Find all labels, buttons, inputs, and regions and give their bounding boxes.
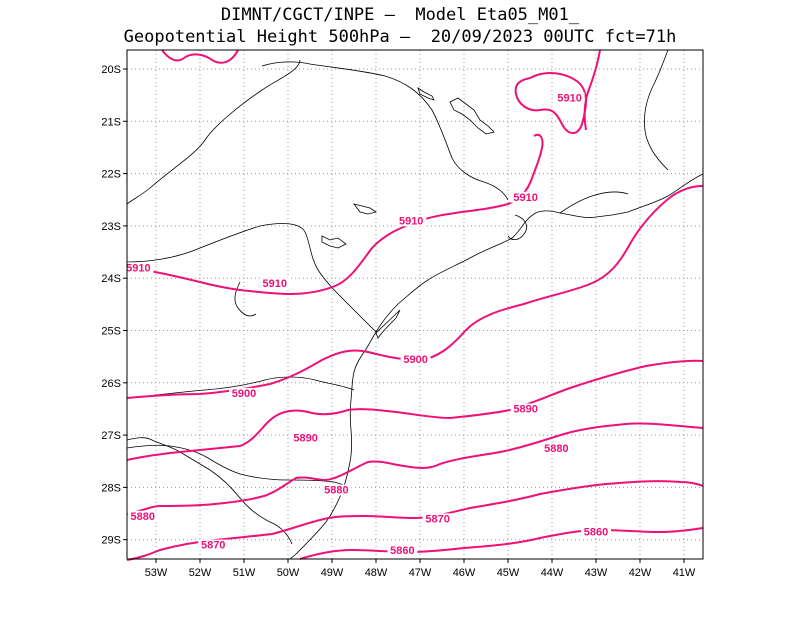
lon-label: 51W <box>233 567 256 579</box>
contour-5910-closed <box>514 72 587 134</box>
contour-5910-north <box>583 49 601 131</box>
coastline <box>289 173 704 560</box>
contour-label-bg <box>198 539 229 551</box>
lon-label: 47W <box>409 567 432 579</box>
contour-label-bg <box>422 513 453 525</box>
contour-5880 <box>126 422 704 515</box>
contour-label-bg <box>400 353 431 365</box>
contour-label: 5910 <box>513 192 537 204</box>
lon-label: 49W <box>321 567 344 579</box>
contour-label: 5860 <box>584 526 608 538</box>
reservoir-1 <box>449 97 495 135</box>
lon-label: 44W <box>541 567 564 579</box>
state-border-rj <box>559 191 629 214</box>
lat-label: 24S <box>101 273 121 285</box>
chart-title-line1: DIMNT/CGCT/INPE – Model Eta05_M01_ <box>220 5 580 25</box>
contour-label-bg <box>321 484 352 496</box>
lat-label: 22S <box>101 169 121 181</box>
contour-label: 5910 <box>263 278 287 290</box>
reservoir-2 <box>321 235 347 249</box>
contour-label-bg <box>127 510 158 522</box>
contour-label: 5910 <box>126 262 150 274</box>
contour-label: 5910 <box>557 92 581 104</box>
lon-label: 45W <box>497 567 520 579</box>
contour-label-bg <box>554 92 585 104</box>
contour-label: 5870 <box>425 513 449 525</box>
contour-5890 <box>126 359 704 461</box>
reservoir-4 <box>417 87 435 101</box>
contour-label: 5890 <box>513 404 537 416</box>
country-border-argentina <box>126 437 293 545</box>
plot-area <box>127 50 703 559</box>
state-border-mg-north <box>261 61 509 201</box>
lon-label: 50W <box>277 567 300 579</box>
contour-5910-main <box>126 133 544 296</box>
lon-label: 52W <box>189 567 212 579</box>
state-border-sp-mg <box>126 59 301 205</box>
coastline-and-borders <box>126 49 704 560</box>
lat-label: 21S <box>101 116 121 128</box>
reservoir-3 <box>353 203 377 215</box>
contour-label: 5880 <box>544 443 568 455</box>
contour-label: 5890 <box>293 432 317 444</box>
contour-label-bg <box>387 544 418 556</box>
state-border-sc-rs <box>126 444 349 489</box>
mountain-region-outline <box>507 214 527 240</box>
state-border-pr-sc <box>126 376 355 399</box>
lon-label: 48W <box>365 567 388 579</box>
contour-label-bg <box>510 191 541 203</box>
lon-label: 43W <box>585 567 608 579</box>
lat-label: 20S <box>101 64 121 76</box>
lon-label: 46W <box>453 567 476 579</box>
lat-label: 28S <box>101 482 121 494</box>
longitude-labels: 53W 52W 51W 50W 49W 48W 47W 46W 45W 44W 43W 42W 41W <box>145 559 696 579</box>
chart-title-line2: Geopotential Height 500hPa – 20/09/2023 … <box>123 27 677 47</box>
contour-label-bg <box>123 262 154 274</box>
lon-label: 53W <box>145 567 168 579</box>
contour-labels: 5910 5910 5910 5910 5910 5900 5900 5890 5890 5880… <box>123 92 611 557</box>
contour-label-bg <box>541 442 572 454</box>
contour-label: 5880 <box>131 511 155 523</box>
contour-5910-nw <box>161 49 239 64</box>
graticule <box>127 50 703 559</box>
contour-label-bg <box>510 403 541 415</box>
state-border-mg-es <box>644 49 669 171</box>
contour-label-bg <box>396 215 427 227</box>
contour-label-bg <box>259 278 290 290</box>
lat-label: 25S <box>101 326 121 338</box>
contour-label: 5860 <box>390 545 414 557</box>
contour-label: 5900 <box>232 388 256 400</box>
latitude-labels: 20S 21S 22S 23S 24S 25S 26S 27S 28S 29S <box>101 64 127 547</box>
contour-label: 5900 <box>403 354 427 366</box>
contour-5900 <box>126 185 704 399</box>
state-border-sp-pr <box>126 223 377 333</box>
contour-label: 5870 <box>201 540 225 552</box>
lon-label: 42W <box>629 567 652 579</box>
lat-label: 23S <box>101 221 121 233</box>
contour-label-bg <box>229 387 259 399</box>
contour-label-bg <box>290 432 321 444</box>
lagoon <box>375 309 401 339</box>
lat-label: 27S <box>101 430 121 442</box>
lat-label: 29S <box>101 535 121 547</box>
contour-label-bg <box>581 526 611 538</box>
lon-label: 41W <box>673 567 696 579</box>
contour-label: 5910 <box>399 215 423 227</box>
contour-label: 5880 <box>324 485 348 497</box>
lat-label: 26S <box>101 378 121 390</box>
plot-frame <box>126 49 704 560</box>
contour-5860 <box>299 527 704 560</box>
